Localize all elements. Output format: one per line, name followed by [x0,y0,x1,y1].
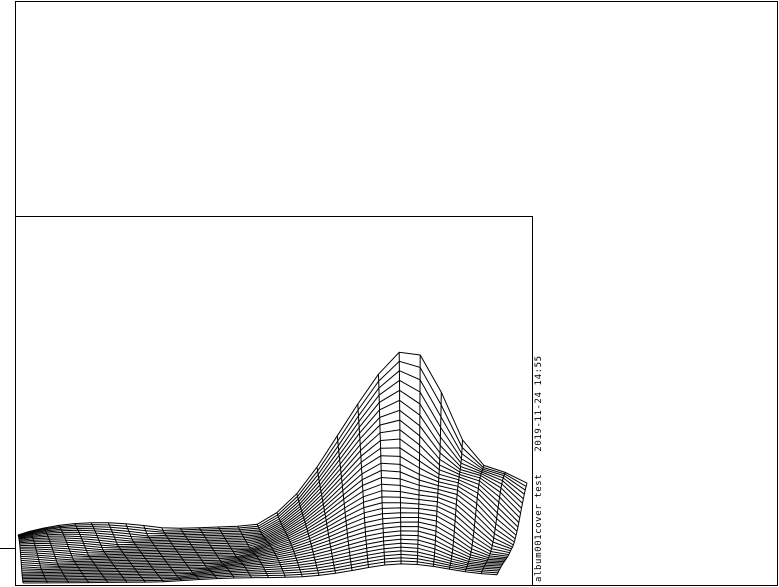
mesh-line [256,524,286,578]
mesh-line [21,525,507,569]
plot-frame [15,216,533,586]
mesh-line [22,550,501,578]
mesh-line [21,534,505,572]
mesh-line [19,438,520,546]
mesh-line [20,483,514,556]
mesh-line [90,522,128,583]
mesh-line [377,374,386,566]
plot-title: album001cover test [534,473,544,582]
mesh-line [161,527,200,580]
mesh-line [58,525,90,583]
mesh-line [22,563,498,584]
mesh-line [19,469,516,553]
mesh-line [19,429,521,544]
mesh-line [125,523,164,583]
mesh-line [18,360,527,536]
mesh-line [19,447,519,548]
mesh-line [43,527,69,583]
mesh-line [496,482,528,575]
mesh-line [17,534,24,584]
mesh-line [357,403,369,568]
mesh-line [74,523,109,583]
mesh-line [29,531,48,584]
plot-caption: album001cover test 2019-11-24 14:55 [534,355,544,582]
mesh-line [19,419,521,542]
mesh-line [21,530,506,571]
mesh-line [316,467,337,574]
mesh-line [464,465,485,572]
mesh-line [21,538,504,574]
mesh-line [416,354,421,565]
plot-timestamp: 2019-11-24 14:55 [534,355,544,452]
mesh-line [198,527,235,579]
mesh-line [237,526,269,578]
mesh-line [22,542,503,575]
mesh-line [20,490,513,558]
mesh-line [336,435,353,571]
mesh-line [20,502,511,561]
mesh-line [448,439,463,570]
mesh-line [217,526,252,578]
mesh-line [20,496,512,559]
mesh-line [276,512,303,577]
mesh-line [22,553,500,580]
mesh-line [18,389,524,538]
mesh-line [22,546,502,577]
mesh-line [21,521,508,567]
mesh-line [19,462,517,551]
mesh-line [22,557,499,581]
mesh-line [17,351,528,536]
mesh-line [107,522,146,583]
mesh-line [20,512,509,564]
mesh-line [18,379,525,537]
wireframe-mesh [17,351,528,584]
mesh-line [21,517,508,566]
mesh-line [18,409,522,540]
mesh-line [18,370,526,537]
outer-frame [15,1,778,586]
mesh-line [480,472,506,574]
mesh-line [143,525,182,581]
mesh-line [20,507,510,563]
mesh-line [20,476,515,554]
mesh-line [398,352,402,564]
mesh-line [179,528,218,579]
mesh-line [19,455,518,549]
mesh-line [296,493,320,576]
mesh-line [22,560,498,582]
mesh-line [18,399,523,539]
mesh-line [432,392,442,567]
